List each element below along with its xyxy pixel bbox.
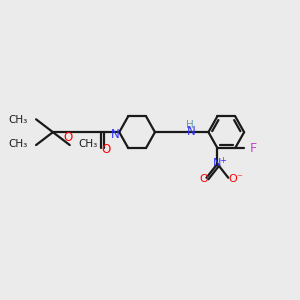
Text: H: H <box>186 120 194 130</box>
Text: CH₃: CH₃ <box>79 139 98 149</box>
Text: N: N <box>213 158 222 168</box>
Text: +: + <box>219 156 226 165</box>
Text: ⁻: ⁻ <box>236 174 242 184</box>
Text: O: O <box>229 174 238 184</box>
Text: O: O <box>64 130 73 144</box>
Text: F: F <box>250 142 256 154</box>
Text: O: O <box>102 142 111 155</box>
Text: N: N <box>111 128 120 141</box>
Text: CH₃: CH₃ <box>8 115 27 125</box>
Text: N: N <box>187 125 196 138</box>
Text: CH₃: CH₃ <box>8 139 27 149</box>
Text: O: O <box>199 174 208 184</box>
